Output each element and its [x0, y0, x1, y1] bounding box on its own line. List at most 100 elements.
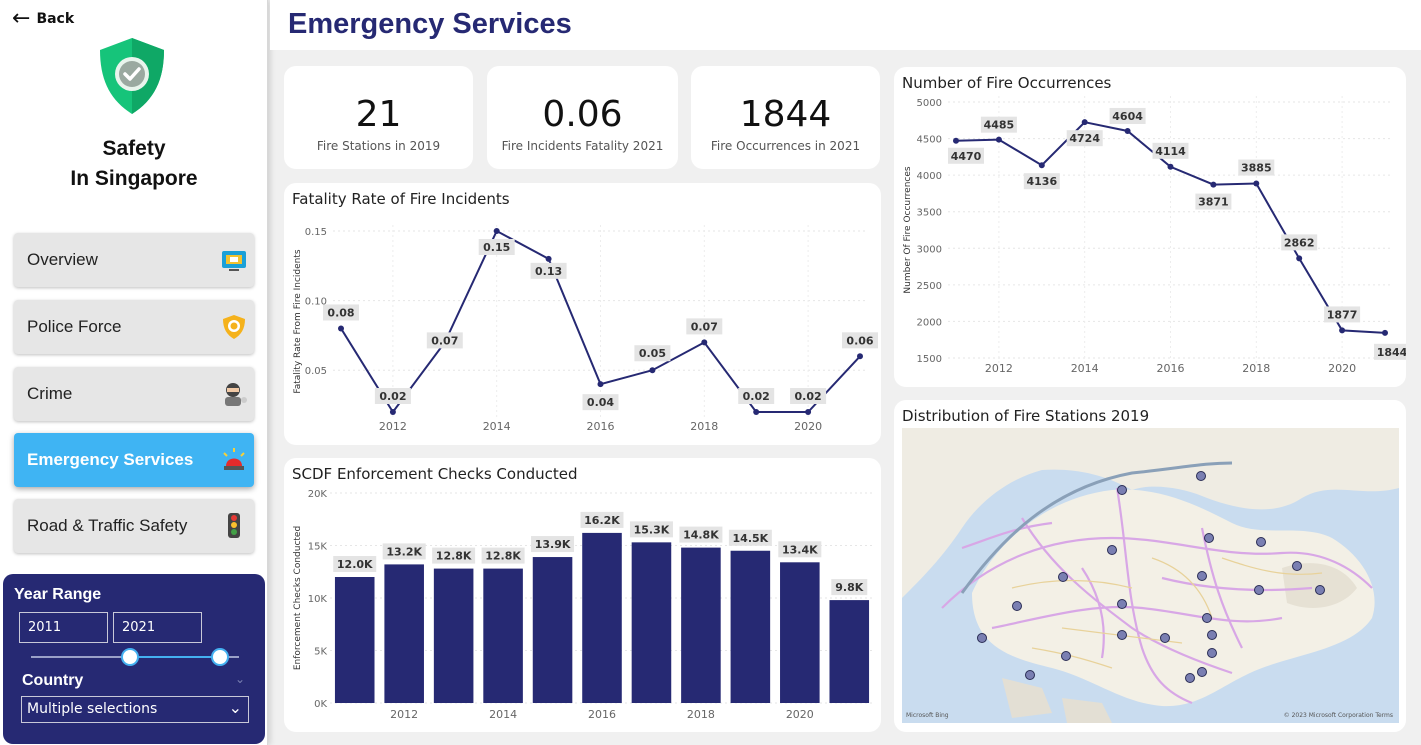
chevron-down-icon[interactable]: ⌄	[234, 672, 245, 686]
bar	[681, 547, 721, 703]
country-selected-value: Multiple selections	[27, 701, 158, 717]
data-label-bg	[738, 388, 775, 404]
data-label: 12.8K	[436, 550, 472, 563]
y-tick-label: 5K	[314, 647, 327, 658]
fire-station-marker[interactable]	[1117, 630, 1127, 640]
page-header: Emergency Services	[270, 0, 1421, 50]
data-label: 13.9K	[535, 538, 571, 551]
year-slider-end-handle[interactable]	[211, 648, 229, 666]
page-title: Emergency Services	[288, 8, 572, 40]
data-label-bg	[478, 239, 515, 255]
x-tick-label: 2020	[1328, 362, 1356, 375]
kpi-card-fatality: 0.06 Fire Incidents Fatality 2021	[487, 66, 678, 169]
nav-item-emergency-services[interactable]: Emergency Services	[14, 433, 254, 487]
fire-station-map[interactable]: Microsoft Bing © 2023 Microsoft Corporat…	[902, 428, 1399, 723]
data-label-bg	[1238, 159, 1275, 176]
data-label-bg	[432, 547, 476, 564]
map-attribution-bing: Microsoft Bing	[906, 712, 949, 719]
fire-station-marker[interactable]	[1197, 667, 1207, 677]
fire-station-marker[interactable]	[1197, 571, 1207, 581]
data-point	[338, 325, 344, 332]
year-from-input[interactable]: 2011	[19, 612, 108, 643]
fire-station-marker[interactable]	[1185, 673, 1195, 683]
fire-station-marker[interactable]	[1117, 599, 1127, 609]
data-label-bg	[580, 511, 624, 528]
fire-station-marker[interactable]	[1292, 561, 1302, 571]
fire-station-marker[interactable]	[1204, 533, 1214, 543]
chevron-down-icon: ⌄	[228, 698, 242, 717]
data-point	[1038, 162, 1045, 169]
data-label-bg	[634, 345, 671, 362]
data-point	[1081, 119, 1088, 126]
y-tick-label: 5000	[917, 98, 942, 109]
kpi-card-occurrences: 1844 Fire Occurrences in 2021	[691, 66, 880, 169]
traffic-light-icon	[228, 513, 240, 538]
fire-station-marker[interactable]	[1207, 630, 1217, 640]
x-tick-label: 2014	[483, 420, 511, 433]
app-brand: Safety In Singapore	[0, 134, 268, 194]
data-label: 2862	[1284, 236, 1315, 249]
chart-title: Fatality Rate of Fire Incidents	[292, 190, 510, 208]
country-dropdown[interactable]: Multiple selections ⌄	[21, 696, 249, 723]
nav-item-crime[interactable]: Crime	[14, 367, 254, 421]
map-attribution-copyright: © 2023 Microsoft Corporation Terms	[1283, 712, 1393, 719]
y-tick-label: 2500	[917, 281, 942, 292]
kpi-value: 21	[355, 94, 402, 135]
nav-item-road-traffic-safety[interactable]: Road & Traffic Safety	[14, 499, 254, 553]
checks-bar-chart: 0K 5K 10K 15K 20K Enforcement Checks Conducte…	[293, 489, 874, 721]
nav-item-label: Overview	[27, 250, 98, 269]
data-label-bg	[728, 529, 772, 546]
fire-station-marker[interactable]	[1107, 545, 1117, 555]
back-label: Back	[36, 11, 75, 27]
year-to-input[interactable]: 2021	[113, 612, 202, 643]
fire-station-marker[interactable]	[1256, 537, 1266, 547]
monitor-icon	[222, 251, 246, 271]
fire-station-marker[interactable]	[1025, 670, 1035, 680]
fire-station-marker[interactable]	[1012, 601, 1022, 611]
y-tick-label: 0K	[314, 699, 327, 710]
fire-station-marker[interactable]	[1315, 585, 1325, 595]
nav-item-overview[interactable]: Overview	[14, 233, 254, 287]
fire-station-marker[interactable]	[1061, 651, 1071, 661]
robber-icon	[225, 383, 247, 406]
data-label: 0.08	[327, 306, 354, 319]
data-label-bg	[382, 543, 426, 560]
x-tick-label: 2016	[1157, 362, 1185, 375]
fire-station-marker[interactable]	[1202, 613, 1212, 623]
fire-station-marker[interactable]	[1058, 572, 1068, 582]
fire-station-marker[interactable]	[977, 633, 987, 643]
bar	[483, 568, 523, 703]
fire-station-marker[interactable]	[1160, 633, 1170, 643]
kpi-label: Fire Occurrences in 2021	[710, 139, 861, 153]
data-point	[545, 255, 552, 262]
kpi-value: 0.06	[542, 94, 623, 135]
data-point	[597, 381, 604, 388]
year-range-label: Year Range	[14, 586, 102, 603]
data-label-bg	[1195, 193, 1232, 210]
year-slider-start-handle[interactable]	[121, 648, 139, 666]
fire-station-marker[interactable]	[1207, 648, 1217, 658]
nav-item-police-force[interactable]: Police Force	[14, 300, 254, 354]
data-label-bg	[686, 318, 723, 335]
x-tick-label: 2018	[1242, 362, 1270, 375]
year-slider-fill	[129, 656, 221, 658]
data-point	[1167, 163, 1174, 170]
fire-station-marker[interactable]	[1117, 485, 1127, 495]
data-point	[753, 409, 760, 415]
data-label: 16.2K	[584, 514, 620, 527]
y-tick-label: 1500	[917, 354, 942, 365]
siren-icon	[223, 448, 245, 470]
data-label: 4136	[1026, 175, 1057, 188]
data-point	[389, 409, 396, 415]
back-button[interactable]: ← Back	[12, 8, 74, 30]
fire-station-marker[interactable]	[1196, 471, 1206, 481]
data-label-bg	[333, 556, 377, 572]
fire-station-marker[interactable]	[1254, 585, 1264, 595]
data-label-bg	[948, 147, 984, 164]
data-point	[649, 367, 656, 374]
data-label: 14.5K	[733, 532, 769, 545]
data-label: 4470	[951, 150, 982, 163]
fire-station-markers	[977, 471, 1325, 683]
bar	[334, 577, 375, 703]
brand-line-1: Safety	[102, 137, 166, 160]
